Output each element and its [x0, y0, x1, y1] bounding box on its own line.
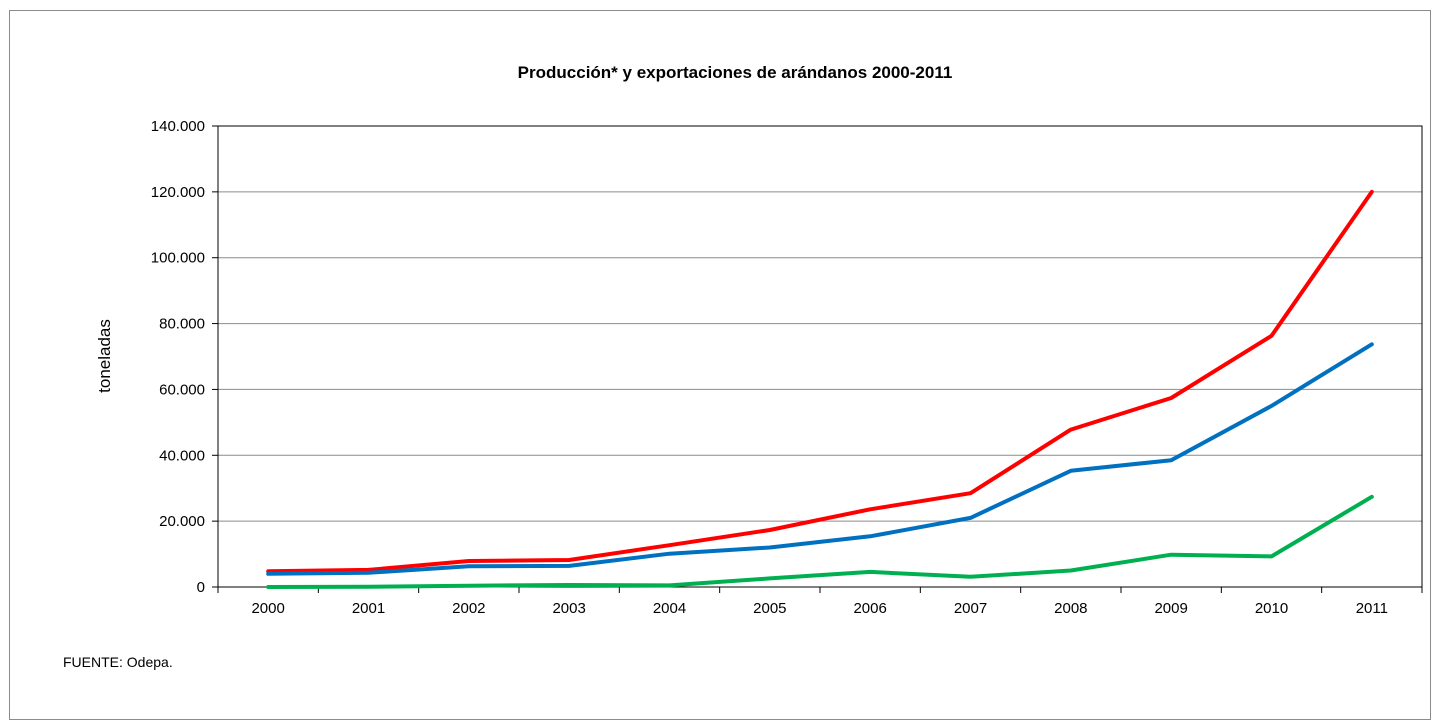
- x-tick-label: 2005: [753, 600, 786, 617]
- source-note: FUENTE: Odepa.: [63, 654, 173, 670]
- y-tick-label: 60.000: [159, 381, 205, 398]
- x-tick-label: 2003: [552, 600, 585, 617]
- x-tick-label: 2001: [352, 600, 385, 617]
- grid-layer: [212, 125, 1423, 593]
- x-tick-label: 2007: [954, 600, 987, 617]
- series-line-2: [266, 342, 1374, 576]
- x-tick-label: 2000: [251, 600, 284, 617]
- series-line-3: [266, 494, 1374, 589]
- y-tick-label: 80.000: [159, 316, 205, 333]
- x-tick-label: 2006: [853, 600, 886, 617]
- y-tick-label: 120.000: [151, 184, 205, 201]
- tick-layer: 0 20.000 40.000 60.000 80.000 100.000 120.000 1…: [151, 118, 1388, 617]
- y-tick-label: 0: [197, 579, 205, 596]
- series-layer: [266, 189, 1374, 589]
- x-tick-label: 2002: [452, 600, 485, 617]
- x-tick-label: 2009: [1154, 600, 1187, 617]
- x-tick-label: 2008: [1054, 600, 1087, 617]
- x-tick-label: 2010: [1255, 600, 1288, 617]
- y-tick-label: 20.000: [159, 513, 205, 530]
- y-tick-label: 100.000: [151, 250, 205, 267]
- series-line-1: [266, 189, 1374, 574]
- chart-title: Producción* y exportaciones de arándanos…: [518, 63, 953, 82]
- y-axis-label: toneladas: [95, 319, 114, 393]
- x-tick-label: 2004: [653, 600, 686, 617]
- y-tick-label: 40.000: [159, 447, 205, 464]
- x-tick-label: 2011: [1356, 600, 1388, 617]
- y-tick-label: 140.000: [151, 118, 205, 135]
